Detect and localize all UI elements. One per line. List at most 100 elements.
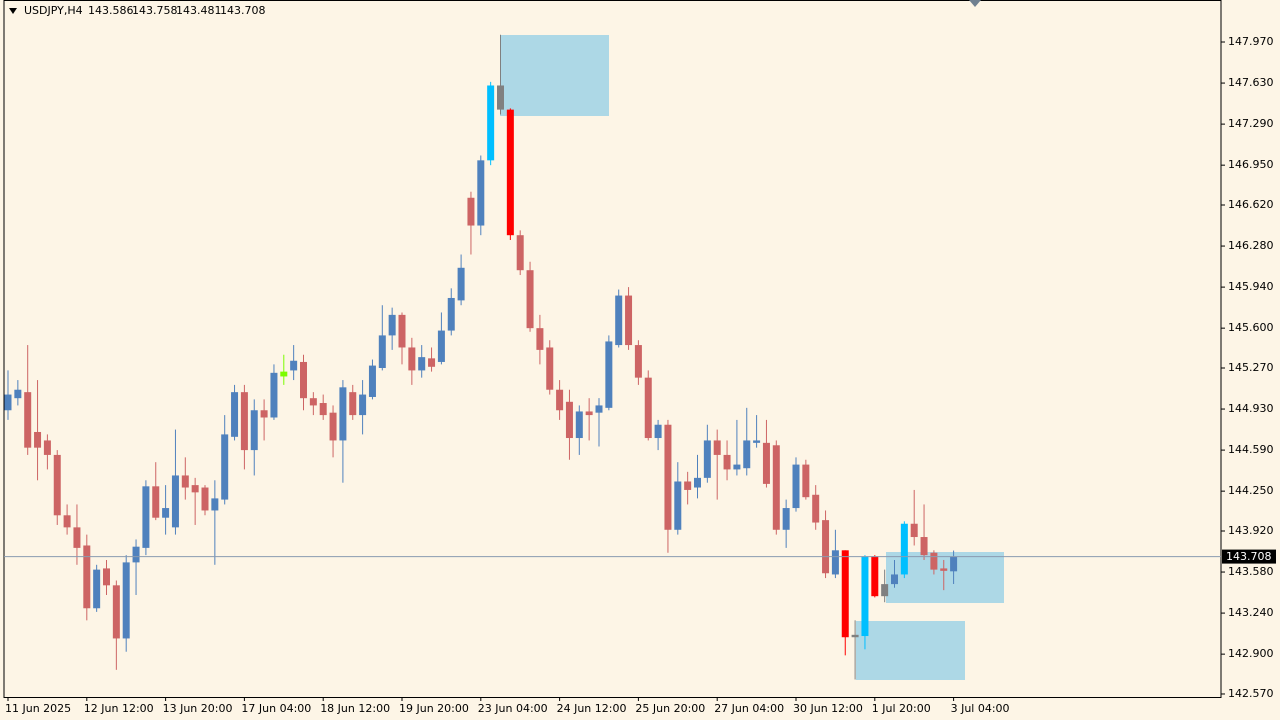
candle-body <box>851 634 859 638</box>
y-tick-label: 147.290 <box>1228 117 1274 130</box>
candle-body <box>34 431 42 448</box>
candle-body <box>694 477 701 488</box>
candle-body <box>250 410 258 451</box>
candle-body <box>467 197 475 226</box>
candle-body <box>792 464 800 509</box>
candle-body <box>368 365 376 397</box>
candle-body <box>556 389 564 411</box>
y-tick-label: 143.240 <box>1228 606 1274 619</box>
candle-body <box>162 508 170 518</box>
candle-body <box>329 412 337 441</box>
candle-body <box>477 160 485 226</box>
x-tick-label: 17 Jun 04:00 <box>241 702 311 715</box>
y-tick-label: 142.900 <box>1228 647 1274 660</box>
price-label: 143.708 <box>1226 550 1272 563</box>
candle-body <box>497 85 504 110</box>
candle-body <box>536 328 544 350</box>
candle-body <box>142 486 150 548</box>
x-tick-label: 18 Jun 12:00 <box>320 702 390 715</box>
price-label-box <box>1222 549 1276 564</box>
candle-body <box>428 358 436 367</box>
candle-body <box>388 314 396 336</box>
y-tick-label: 145.270 <box>1228 361 1274 374</box>
candle-body <box>93 569 101 609</box>
candle-body <box>625 295 633 346</box>
candle-body <box>664 424 672 530</box>
candle-body <box>920 537 928 556</box>
symbol: USDJPY,H4 <box>24 4 83 17</box>
candle-body <box>171 475 179 528</box>
candle-body <box>359 394 367 416</box>
candle-body <box>733 464 741 470</box>
menu-arrow <box>9 8 17 14</box>
candle-body <box>861 556 869 637</box>
candle-body <box>231 392 239 437</box>
candle-body <box>418 357 426 371</box>
candle-body <box>270 372 278 418</box>
candle-body <box>378 335 386 368</box>
x-tick-label: 12 Jun 12:00 <box>84 702 154 715</box>
candle-body <box>940 568 948 571</box>
zone-box <box>856 621 965 680</box>
y-tick-label: 147.630 <box>1228 76 1274 89</box>
candle-body <box>802 464 810 498</box>
candle-body <box>437 330 445 362</box>
candle-body <box>891 574 898 585</box>
candle-body <box>654 424 662 439</box>
candle-body <box>723 454 731 470</box>
candle-body <box>152 486 160 518</box>
candle-body <box>871 556 879 597</box>
candle-body <box>43 440 51 455</box>
header-open: 143.586 <box>88 4 134 17</box>
candle-body <box>112 585 120 639</box>
candle-body <box>713 440 721 455</box>
candle-body <box>900 523 908 575</box>
header-low: 143.481 <box>176 4 222 17</box>
x-tick-label: 1 Jul 20:00 <box>872 702 931 715</box>
candle-body <box>201 487 209 511</box>
x-tick-label: 30 Jun 12:00 <box>793 702 863 715</box>
y-tick-label: 144.250 <box>1228 484 1274 497</box>
x-tick-label: 27 Jun 04:00 <box>714 702 784 715</box>
candle-body <box>53 454 61 516</box>
candle-body <box>605 341 613 408</box>
candle-body <box>4 394 12 411</box>
x-tick-label: 3 Jul 04:00 <box>951 702 1010 715</box>
candle-body <box>240 392 248 451</box>
y-tick-label: 144.930 <box>1228 402 1274 415</box>
y-tick-label: 146.950 <box>1228 158 1274 171</box>
y-tick-label: 143.580 <box>1228 565 1274 578</box>
candle-body <box>122 562 130 639</box>
candle-body <box>881 584 889 597</box>
candle-body <box>103 568 110 586</box>
candle-body <box>743 440 751 469</box>
candle-body <box>63 515 71 528</box>
candle-body <box>684 481 692 490</box>
x-tick-label: 23 Jun 04:00 <box>478 702 548 715</box>
zone-box <box>500 35 609 116</box>
candle-body <box>930 552 938 570</box>
candle-body <box>565 401 573 439</box>
candle-body <box>546 347 554 390</box>
y-tick-label: 145.940 <box>1228 280 1274 293</box>
candle-body <box>634 345 642 378</box>
candle-body <box>408 347 416 371</box>
x-tick-label: 11 Jun 2025 <box>5 702 71 715</box>
candle-body <box>841 550 849 638</box>
x-tick-label: 24 Jun 12:00 <box>557 702 627 715</box>
candle-body <box>516 235 524 271</box>
y-tick-label: 146.280 <box>1228 239 1274 252</box>
candle-body <box>73 527 81 548</box>
candle-body <box>221 434 229 500</box>
x-tick-label: 19 Jun 20:00 <box>399 702 469 715</box>
candle-body <box>339 387 347 441</box>
candle-body <box>831 550 839 575</box>
candle-body <box>309 398 317 406</box>
candle-body <box>762 442 770 484</box>
candle-body <box>506 109 514 236</box>
y-tick-label: 145.600 <box>1228 321 1274 334</box>
candle-body <box>191 485 199 493</box>
candle-body <box>615 295 623 346</box>
